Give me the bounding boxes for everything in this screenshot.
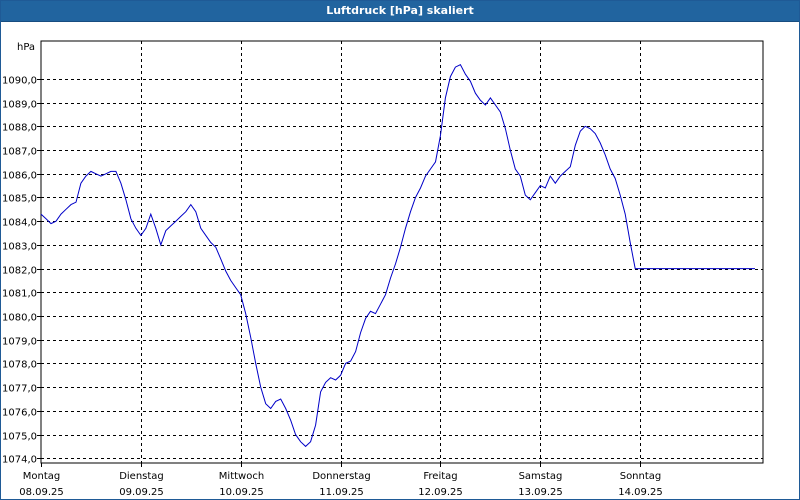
- y-tick-label: 1075,0: [2, 432, 37, 443]
- x-tick-day-label: Montag: [23, 471, 60, 482]
- x-tick-day-label: Donnerstag: [312, 471, 370, 482]
- y-axis-unit-label: hPa: [17, 42, 35, 53]
- x-tick-day-label: Freitag: [423, 471, 457, 482]
- y-tick-label: 1082,0: [2, 266, 37, 277]
- x-tick-date-label: 13.09.25: [518, 487, 563, 498]
- y-tick-label: 1088,0: [2, 123, 37, 134]
- y-tick-label: 1085,0: [2, 194, 37, 205]
- y-tick-label: 1076,0: [2, 408, 37, 419]
- x-tick-day-label: Sonntag: [620, 471, 662, 482]
- y-tick-label: 1089,0: [2, 100, 37, 111]
- y-tick-label: 1081,0: [2, 289, 37, 300]
- y-tick-label: 1083,0: [2, 242, 37, 253]
- y-tick-label: 1087,0: [2, 147, 37, 158]
- grid-lines: [41, 41, 763, 463]
- x-tick-date-label: 11.09.25: [319, 487, 364, 498]
- chart-title: Luftdruck [hPa] skaliert: [1, 1, 799, 22]
- x-tick-date-label: 14.09.25: [618, 487, 663, 498]
- x-tick-day-label: Dienstag: [119, 471, 164, 482]
- x-axis-ticks: Montag 08.09.25 Dienstag 09.09.25 Mittwoch 10…: [19, 463, 663, 498]
- y-tick-label: 1084,0: [2, 218, 37, 229]
- x-tick-date-label: 08.09.25: [19, 487, 64, 498]
- x-tick-date-label: 10.09.25: [219, 487, 264, 498]
- y-tick-label: 1086,0: [2, 171, 37, 182]
- y-tick-label: 1078,0: [2, 360, 37, 371]
- x-tick-day-label: Samstag: [519, 471, 563, 482]
- pressure-line: [40, 64, 755, 448]
- y-tick-label: 1090,0: [2, 76, 37, 87]
- x-tick-date-label: 12.09.25: [418, 487, 463, 498]
- y-tick-label: 1074,0: [2, 455, 37, 466]
- y-tick-label: 1077,0: [2, 384, 37, 395]
- x-tick-date-label: 09.09.25: [119, 487, 164, 498]
- y-tick-label: 1079,0: [2, 337, 37, 348]
- y-tick-label: 1080,0: [2, 313, 37, 324]
- y-axis-ticks: 1074,0 1075,0 1076,0 1077,0 1078,0 1079,0 1080…: [2, 76, 41, 466]
- x-tick-day-label: Mittwoch: [219, 471, 264, 482]
- plot-area: [40, 40, 764, 464]
